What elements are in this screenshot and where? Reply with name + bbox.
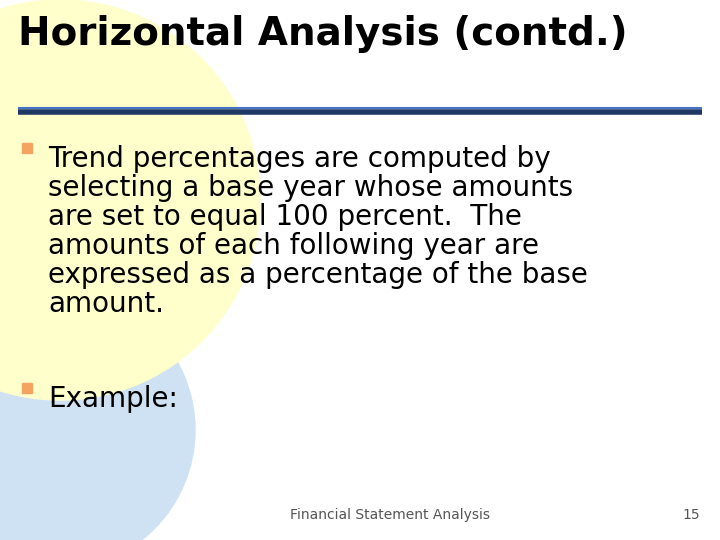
Text: Trend percentages are computed by: Trend percentages are computed by [48, 145, 551, 173]
Text: Horizontal Analysis (contd.): Horizontal Analysis (contd.) [18, 15, 628, 53]
Text: amount.: amount. [48, 290, 164, 318]
Circle shape [0, 0, 260, 400]
Text: Financial Statement Analysis: Financial Statement Analysis [290, 508, 490, 522]
Bar [22, 383, 32, 393]
Text: are set to equal 100 percent.  The: are set to equal 100 percent. The [48, 203, 522, 231]
Text: selecting a base year whose amounts: selecting a base year whose amounts [48, 174, 573, 202]
Text: Example:: Example: [48, 385, 178, 413]
Circle shape [0, 290, 195, 540]
Text: amounts of each following year are: amounts of each following year are [48, 232, 539, 260]
Text: 15: 15 [683, 508, 700, 522]
Text: expressed as a percentage of the base: expressed as a percentage of the base [48, 261, 588, 289]
Bar [22, 143, 32, 153]
